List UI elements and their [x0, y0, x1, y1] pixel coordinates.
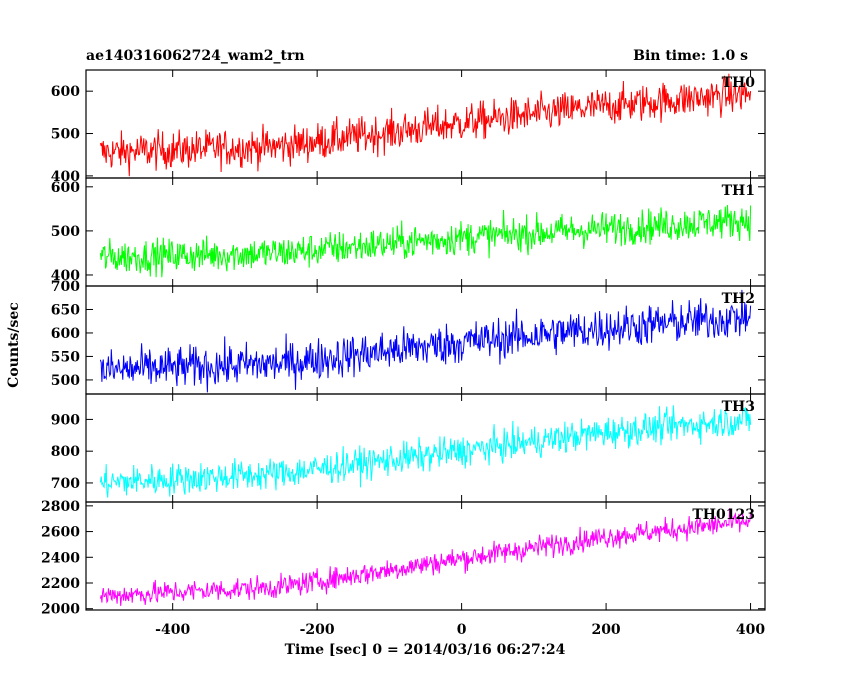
y-tick-label: 700 [51, 279, 80, 295]
y-tick-label: 2400 [41, 550, 80, 566]
series-line-th0 [99, 73, 752, 177]
y-tick-label: 500 [51, 127, 80, 143]
panel-label: TH0123 [692, 507, 755, 523]
series-line-th2 [99, 289, 752, 393]
bin-time-label: Bin time: 1.0 s [633, 48, 748, 64]
y-tick-label: 900 [51, 412, 80, 428]
x-axis-label: Time [sec] 0 = 2014/03/16 06:27:24 [285, 642, 566, 658]
y-tick-label: 2000 [41, 602, 80, 618]
panel-frame [85, 501, 766, 611]
panel-label: TH0 [722, 75, 756, 91]
y-axis-label: Counts/sec [6, 302, 22, 388]
panel-frame [85, 393, 766, 503]
y-tick-label: 650 [51, 302, 80, 318]
panel-frame [85, 285, 766, 395]
y-tick-label: 600 [51, 84, 80, 100]
x-tick-label: -400 [155, 622, 190, 638]
y-tick-label: 2600 [41, 525, 80, 541]
x-tick-label: -200 [300, 622, 335, 638]
x-tick-label: 200 [591, 622, 620, 638]
panel-label: TH2 [722, 291, 755, 307]
y-tick-label: 500 [51, 224, 80, 240]
series-line-th3 [99, 405, 752, 498]
y-tick-label: 700 [51, 476, 80, 492]
y-tick-label: 600 [51, 180, 80, 196]
y-tick-label: 500 [51, 373, 80, 389]
y-tick-label: 2800 [41, 499, 80, 515]
panel-label: TH3 [722, 399, 755, 415]
y-tick-label: 400 [51, 169, 80, 185]
y-tick-label: 800 [51, 444, 80, 460]
x-tick-label: 0 [457, 622, 467, 638]
y-tick-label: 400 [51, 268, 80, 284]
series-line-th1 [99, 204, 752, 278]
y-tick-label: 2200 [41, 576, 80, 592]
y-tick-label: 600 [51, 326, 80, 342]
series-line-th0123 [99, 508, 752, 606]
y-tick-label: 550 [51, 349, 80, 365]
panel-label: TH1 [722, 183, 755, 199]
x-tick-label: 400 [736, 622, 765, 638]
chart-title: ae140316062724_wam2_trn [86, 48, 305, 64]
plot-panels: 400 500 600 TH0 400 500 600 TH1 500 550 600 650 700 T… [41, 69, 766, 638]
